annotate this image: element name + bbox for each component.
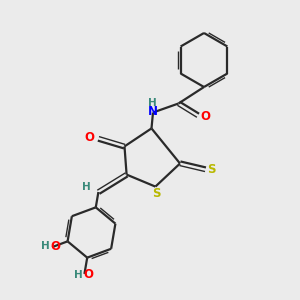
Text: S: S	[152, 187, 160, 200]
Text: O: O	[85, 130, 95, 144]
Text: H: H	[41, 242, 50, 251]
Text: O: O	[83, 268, 93, 281]
Text: S: S	[207, 163, 215, 176]
Text: H: H	[82, 182, 91, 192]
Text: H: H	[148, 98, 157, 109]
Text: O: O	[200, 110, 210, 124]
Text: H: H	[74, 269, 82, 280]
Text: N: N	[147, 105, 158, 118]
Text: O: O	[51, 240, 61, 253]
